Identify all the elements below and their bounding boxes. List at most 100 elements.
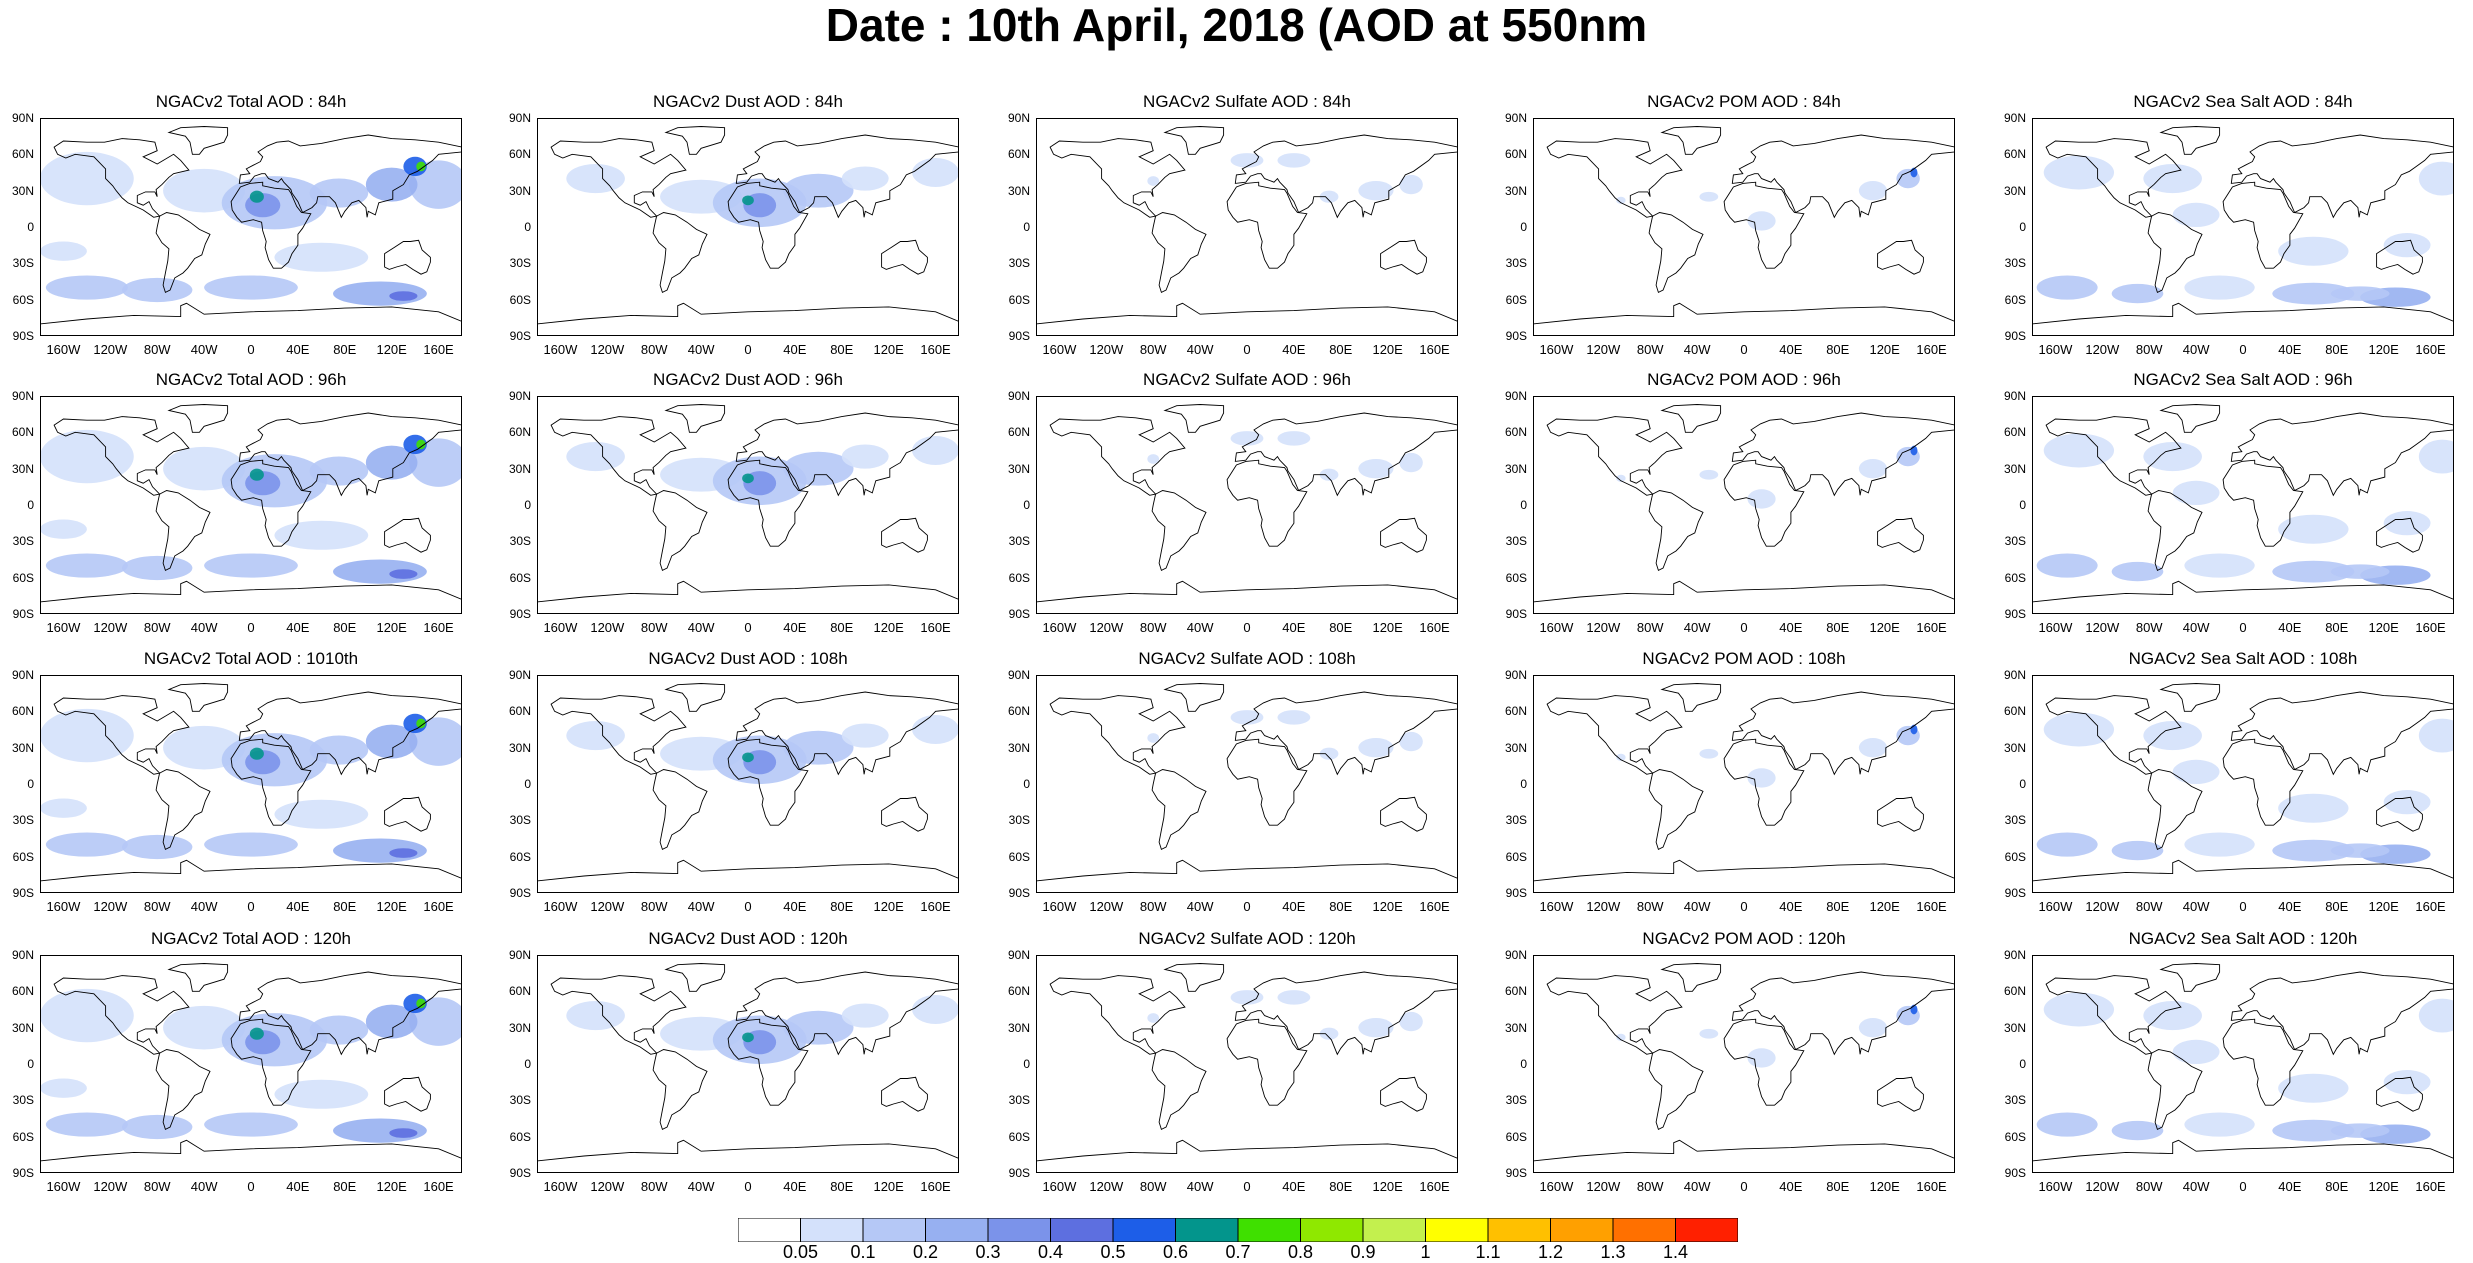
- longitude-tick-label: 0: [2239, 899, 2247, 914]
- aod-contour: [45, 553, 128, 578]
- longitude-tick-label: 160W: [1539, 342, 1574, 357]
- aod-contour: [566, 721, 625, 751]
- coastline: [2376, 796, 2423, 832]
- longitude-tick-label: 160E: [2415, 899, 2446, 914]
- coastline: [664, 404, 726, 433]
- aod-field: [40, 151, 462, 306]
- map-frame: [1533, 675, 1955, 893]
- aod-contour: [389, 848, 418, 858]
- longitude-tick-label: 160E: [423, 620, 454, 635]
- world-map: [2032, 396, 2454, 614]
- map-panel: NGACv2 Sea Salt AOD : 108h 90N 60N 30N 0 30S 6…: [1992, 647, 2473, 925]
- coastline: [238, 691, 462, 776]
- aod-field: [2036, 433, 2454, 585]
- latitude-tick-label: 90N: [508, 948, 531, 962]
- aod-contour: [1616, 196, 1626, 204]
- coastline: [1546, 695, 1683, 775]
- latitude-tick-label: 90S: [2004, 1166, 2026, 1180]
- longitude-tick-label: 80W: [640, 620, 668, 635]
- latitude-tick-label: 90N: [1504, 948, 1527, 962]
- aod-contour: [2272, 839, 2355, 862]
- map-background: [1036, 675, 1458, 893]
- longitude-tick-label: 120E: [376, 620, 407, 635]
- colorbar-swatch: [1050, 1218, 1114, 1242]
- latitude-tick-label: 30N: [1504, 183, 1527, 198]
- coastline: [2376, 239, 2423, 275]
- latitude-tick-label: 30S: [12, 813, 34, 828]
- aod-contour: [2418, 161, 2454, 196]
- aod-contour: [1747, 768, 1776, 788]
- latitude-tick-label: 90S: [12, 329, 34, 343]
- panel-title: NGACv2 Sea Salt AOD : 120h: [2128, 929, 2358, 948]
- coastline: [167, 404, 229, 433]
- colorbar-tick-label: 1.1: [1475, 1242, 1501, 1262]
- aod-contour: [2172, 1039, 2220, 1064]
- aod-contour: [1277, 431, 1311, 446]
- latitude-tick-label: 60S: [1505, 292, 1527, 307]
- latitude-tick-label: 90N: [2003, 948, 2026, 962]
- coastline: [1380, 796, 1427, 832]
- world-map: [40, 396, 462, 614]
- longitude-tick-label: 160W: [543, 1179, 578, 1194]
- latitude-tick-label: 90N: [1007, 948, 1030, 962]
- longitude-tick-label: 40E: [1282, 899, 1306, 914]
- aod-contour: [912, 157, 959, 188]
- aod-field: [566, 435, 959, 505]
- latitude-tick-label: 0: [27, 220, 34, 234]
- longitude-tick-label: 120E: [2368, 342, 2399, 357]
- longitude-tick-label: 160E: [2415, 1179, 2446, 1194]
- coastline: [2159, 126, 2221, 155]
- latitude-tick-label: 90N: [1007, 668, 1030, 682]
- aod-contour: [1230, 710, 1264, 725]
- colorbar-tick-label: 0.7: [1225, 1242, 1251, 1262]
- coastline: [1163, 683, 1225, 712]
- longitude-tick-label: 80W: [640, 899, 668, 914]
- aod-field: [1616, 1004, 1920, 1068]
- longitude-tick-label: 40E: [783, 342, 807, 357]
- colorbar-swatch: [925, 1218, 989, 1242]
- latitude-tick-label: 30S: [12, 534, 34, 549]
- coastline: [1049, 416, 1186, 496]
- aod-contour: [742, 473, 754, 484]
- colorbar-tick-label: 0.05: [782, 1242, 819, 1262]
- aod-contour: [2383, 790, 2431, 815]
- latitude-tick-label: 0: [1023, 777, 1030, 791]
- world-map: [2032, 675, 2454, 893]
- latitude-tick-label: 90S: [509, 329, 531, 343]
- coastline: [2147, 212, 2203, 294]
- aod-field: [566, 994, 959, 1064]
- aod-contour: [2278, 236, 2349, 266]
- world-map: [1036, 396, 1458, 614]
- latitude-tick-label: 60N: [508, 984, 531, 999]
- latitude-tick-label: 60N: [11, 147, 34, 162]
- colorbar-swatch: [987, 1218, 1051, 1242]
- aod-contour: [389, 569, 418, 579]
- coastline: [537, 580, 959, 614]
- longitude-tick-label: 80E: [830, 620, 854, 635]
- coastline: [40, 302, 462, 336]
- latitude-tick-label: 30S: [2004, 256, 2026, 271]
- coastline: [1234, 691, 1458, 776]
- coastline: [40, 580, 462, 614]
- coastline: [652, 212, 708, 294]
- longitude-tick-label: 40E: [1282, 342, 1306, 357]
- coastline: [550, 975, 687, 1055]
- latitude-tick-label: 30N: [508, 461, 531, 476]
- latitude-tick-label: 60S: [1505, 1129, 1527, 1144]
- colorbar-swatch: [1550, 1218, 1614, 1242]
- latitude-tick-label: 60N: [11, 704, 34, 719]
- longitude-tick-label: 0: [744, 899, 752, 914]
- coastline: [2032, 1139, 2454, 1173]
- colorbar-tick-label: 1.2: [1537, 1242, 1564, 1262]
- longitude-tick-label: 80E: [333, 342, 357, 357]
- coastline: [2159, 404, 2221, 433]
- latitude-tick-label: 30N: [2003, 183, 2026, 198]
- colorbar-tick-label: 0.4: [1037, 1242, 1064, 1262]
- longitude-tick-label: 0: [1740, 1179, 1748, 1194]
- panel-title: NGACv2 POM AOD : 96h: [1647, 370, 1841, 389]
- aod-contour: [1699, 1028, 1719, 1039]
- latitude-tick-label: 30S: [1505, 256, 1527, 271]
- longitude-tick-label: 80E: [830, 1179, 854, 1194]
- latitude-tick-label: 90N: [2003, 668, 2026, 682]
- aod-contour: [40, 798, 87, 818]
